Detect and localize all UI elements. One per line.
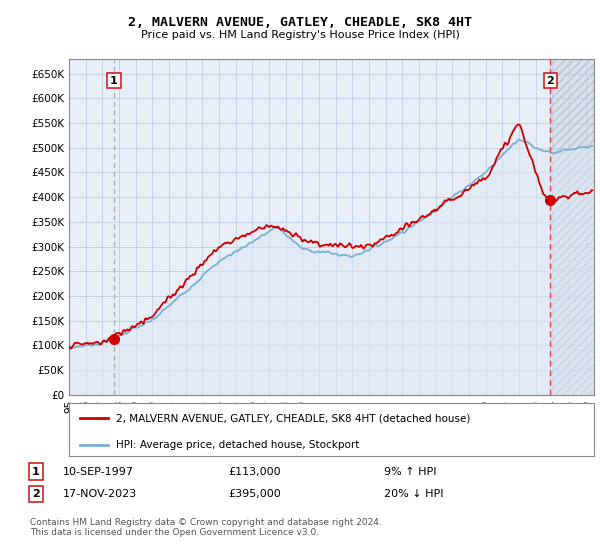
Text: £395,000: £395,000 (228, 489, 281, 499)
Text: 9% ↑ HPI: 9% ↑ HPI (384, 466, 437, 477)
Text: 1: 1 (110, 76, 118, 86)
Text: £113,000: £113,000 (228, 466, 281, 477)
Text: 2: 2 (547, 76, 554, 86)
Bar (550, 59, 594, 395)
Text: 2: 2 (32, 489, 40, 499)
Text: 10-SEP-1997: 10-SEP-1997 (63, 466, 134, 477)
Text: HPI: Average price, detached house, Stockport: HPI: Average price, detached house, Stoc… (116, 440, 359, 450)
Text: Price paid vs. HM Land Registry's House Price Index (HPI): Price paid vs. HM Land Registry's House … (140, 30, 460, 40)
Text: 17-NOV-2023: 17-NOV-2023 (63, 489, 137, 499)
Text: 1: 1 (32, 466, 40, 477)
Text: 20% ↓ HPI: 20% ↓ HPI (384, 489, 443, 499)
Text: 2, MALVERN AVENUE, GATLEY, CHEADLE, SK8 4HT (detached house): 2, MALVERN AVENUE, GATLEY, CHEADLE, SK8 … (116, 413, 470, 423)
Text: Contains HM Land Registry data © Crown copyright and database right 2024.
This d: Contains HM Land Registry data © Crown c… (30, 518, 382, 538)
Text: 2, MALVERN AVENUE, GATLEY, CHEADLE, SK8 4HT: 2, MALVERN AVENUE, GATLEY, CHEADLE, SK8 … (128, 16, 472, 29)
Bar (550, 59, 594, 395)
